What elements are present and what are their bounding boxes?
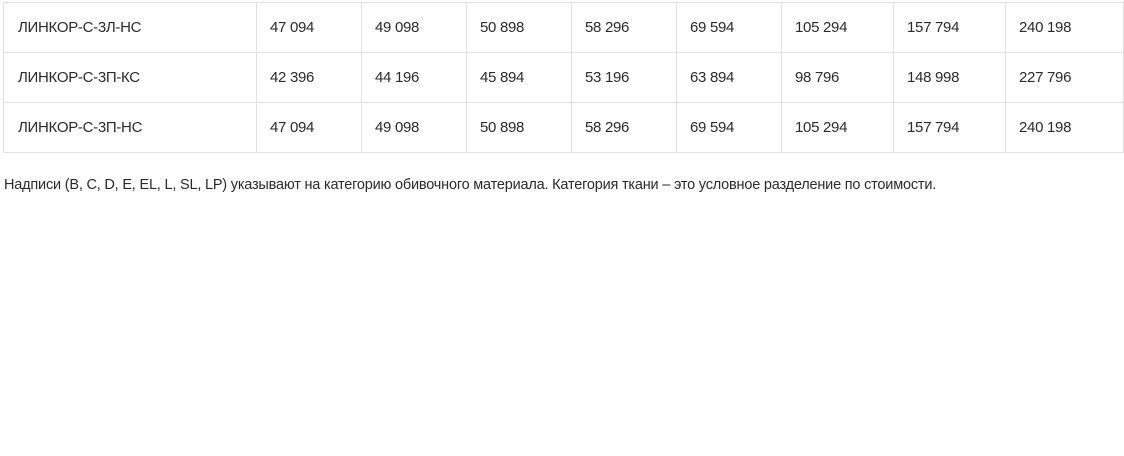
table-row: ЛИНКОР-С-3Л-НС 47 094 49 098 50 898 58 296 69… <box>3 2 1124 53</box>
price-cell: 53 196 <box>571 52 677 103</box>
price-cell: 45 894 <box>466 52 572 103</box>
price-cell: 148 998 <box>893 52 1006 103</box>
price-cell: 105 294 <box>781 102 894 153</box>
price-cell: 49 098 <box>361 2 467 53</box>
price-cell: 240 198 <box>1005 2 1124 53</box>
fabric-category-note: Надписи (B, C, D, E, EL, L, SL, LP) указ… <box>4 177 937 193</box>
table-row: ЛИНКОР-С-3П-КС 42 396 44 196 45 894 53 196 63… <box>3 52 1124 103</box>
price-cell: 58 296 <box>571 2 677 53</box>
price-cell: 63 894 <box>676 52 782 103</box>
model-name-cell: ЛИНКОР-С-3Л-НС <box>3 2 257 53</box>
table-row: ЛИНКОР-С-3П-НС 47 094 49 098 50 898 58 296 69… <box>3 102 1124 153</box>
price-cell: 98 796 <box>781 52 894 103</box>
price-cell: 50 898 <box>466 102 572 153</box>
price-cell: 69 594 <box>676 102 782 153</box>
price-cell: 240 198 <box>1005 102 1124 153</box>
price-cell: 44 196 <box>361 52 467 103</box>
price-cell: 58 296 <box>571 102 677 153</box>
price-cell: 42 396 <box>256 52 362 103</box>
model-name-cell: ЛИНКОР-С-3П-НС <box>3 102 257 153</box>
model-name-cell: ЛИНКОР-С-3П-КС <box>3 52 257 103</box>
price-cell: 69 594 <box>676 2 782 53</box>
price-cell: 47 094 <box>256 2 362 53</box>
price-cell: 47 094 <box>256 102 362 153</box>
price-cell: 49 098 <box>361 102 467 153</box>
price-table: ЛИНКОР-С-3Л-НС 47 094 49 098 50 898 58 296 69… <box>3 2 1124 153</box>
price-cell: 50 898 <box>466 2 572 53</box>
price-cell: 105 294 <box>781 2 894 53</box>
price-cell: 227 796 <box>1005 52 1124 103</box>
price-cell: 157 794 <box>893 2 1006 53</box>
price-cell: 157 794 <box>893 102 1006 153</box>
